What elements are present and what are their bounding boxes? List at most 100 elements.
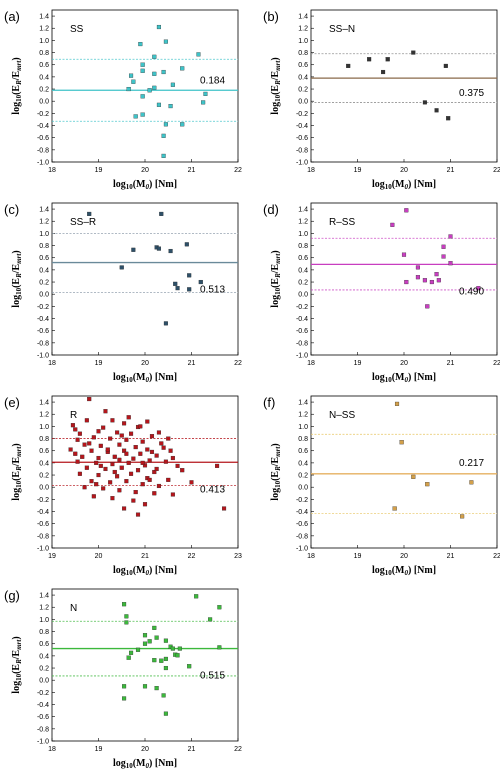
data-point [82,485,87,490]
y-tick-label: 1.0 [298,38,308,45]
data-point [142,684,148,689]
data-point [156,246,162,251]
data-point [138,451,143,456]
data-point [142,463,148,468]
data-point [196,52,201,57]
data-point [460,514,465,519]
data-point [105,447,110,452]
data-point [415,275,420,280]
data-point [122,684,127,689]
data-point [128,431,134,436]
x-tick-label: 21 [447,360,455,367]
x-tick-label: 21 [141,553,149,560]
y-tick-label: 0.2 [39,87,49,94]
y-tick-label: -0.2 [296,497,308,504]
data-point [152,54,157,59]
data-point [381,69,386,75]
std-label: 0.217 [459,458,484,469]
y-tick-label: -0.4 [37,123,49,130]
y-tick-label: 0.4 [298,460,308,467]
y-tick-label: -0.8 [296,340,308,347]
y-tick-label: -0.2 [37,497,49,504]
y-tick-label: -0.4 [296,123,308,130]
y-tick-label: 0.2 [39,280,49,287]
y-tick-label: -0.8 [37,147,49,154]
data-point [101,425,106,430]
data-point [180,468,185,473]
data-point [108,480,113,485]
y-tick-label: -0.4 [37,509,49,516]
y-tick-label: -1.0 [296,546,308,553]
y-tick-label: 1.4 [298,14,308,21]
y-tick-label: -0.6 [37,135,49,142]
panel-letter: (g) [4,588,20,603]
data-point [184,242,189,247]
data-point [133,114,138,119]
data-point [140,439,145,444]
data-point [96,472,101,478]
panel-letter: (c) [4,202,19,217]
data-point [73,427,78,432]
data-point [401,252,407,257]
data-point [168,104,173,109]
y-tick-label: 0.4 [39,653,49,660]
x-tick-label: 20 [141,746,149,753]
data-point [122,696,127,701]
panel-letter: (b) [263,9,279,24]
y-tick-label: 1.4 [39,14,49,21]
y-tick-label: -0.4 [296,316,308,323]
y-tick-label: 1.2 [39,412,49,419]
data-point [163,122,168,127]
y-tick-label: 0.6 [39,62,49,69]
x-tick-label: 20 [141,360,149,367]
data-point [149,449,155,454]
data-point [80,454,85,459]
data-point [122,448,127,453]
data-point [156,483,162,489]
data-point [108,436,113,441]
data-point [73,451,78,456]
data-point [166,436,171,441]
data-point [187,287,192,292]
plot-frame [51,202,239,356]
y-tick-label: -0.6 [37,328,49,335]
data-point [115,430,120,435]
data-point [119,465,124,470]
data-point [168,448,173,453]
data-point [101,486,106,491]
x-tick-label: 19 [95,167,103,174]
x-tick-label: 18 [307,360,315,367]
data-point [189,480,194,485]
data-point [159,211,164,216]
y-tick-label: -1.0 [296,160,308,167]
y-tick-label: 0.2 [298,87,308,94]
y-tick-label: -0.8 [296,147,308,154]
data-point [122,421,127,426]
data-point [89,479,94,484]
data-point [117,442,122,447]
data-point [140,460,145,465]
data-point [159,441,164,446]
data-point [149,434,155,439]
data-point [117,488,122,493]
x-tick-label: 22 [234,746,242,753]
y-axis-title: log10(ER/Emrt) [11,250,23,307]
plot-frame [310,9,498,163]
y-tick-label: 0.0 [39,99,49,106]
y-tick-label: 1.2 [39,219,49,226]
y-tick-label: 1.2 [298,219,308,226]
y-tick-label: 1.0 [39,617,49,624]
y-tick-label: 0.4 [39,267,49,274]
data-point [152,625,157,630]
data-point [448,234,453,239]
data-point [187,664,192,669]
x-tick-label: 22 [493,553,500,560]
y-tick-label: -1.0 [37,160,49,167]
data-point [110,496,115,501]
data-point [147,477,152,482]
y-tick-label: 0.0 [298,485,308,492]
data-point [217,605,222,610]
data-point [135,512,141,517]
y-tick-label: 0.8 [298,436,308,443]
data-point [84,465,89,470]
